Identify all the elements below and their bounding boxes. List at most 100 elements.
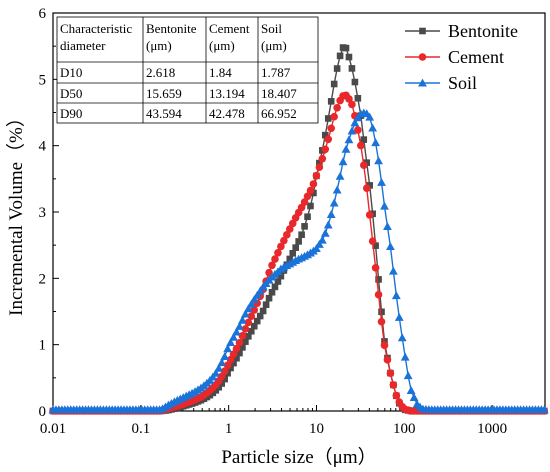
square-marker: [342, 44, 350, 52]
circle-marker: [288, 219, 297, 228]
triangle-marker: [252, 290, 262, 299]
square-marker: [298, 231, 305, 239]
square-marker: [245, 333, 252, 340]
circle-marker: [389, 381, 398, 389]
table-cell: 18.407: [261, 86, 297, 101]
triangle-marker: [226, 338, 235, 347]
square-marker: [286, 255, 294, 263]
triangle-marker: [341, 144, 351, 153]
square-marker: [262, 301, 270, 308]
y-tick-label: 0: [39, 404, 47, 420]
circle-marker: [362, 184, 371, 192]
triangle-marker: [217, 358, 227, 367]
circle-marker: [359, 161, 368, 169]
circle-marker: [354, 126, 362, 134]
circle-marker: [235, 338, 244, 347]
circle-marker: [324, 135, 333, 144]
circle-marker: [220, 367, 229, 375]
circle-marker: [365, 211, 374, 219]
y-axis-title: Incremental Volume（%）: [5, 108, 27, 316]
circle-marker: [321, 145, 330, 154]
square-marker: [218, 380, 226, 387]
circle-marker: [271, 255, 279, 263]
square-marker: [345, 53, 353, 61]
table-cell: D10: [60, 65, 82, 80]
y-tick-label: 5: [39, 72, 47, 88]
square-marker: [230, 359, 237, 367]
circle-marker: [241, 325, 250, 333]
triangle-marker: [383, 222, 392, 231]
triangle-marker: [223, 344, 233, 353]
triangle-marker: [312, 244, 321, 253]
circle-marker: [283, 231, 291, 239]
square-marker: [378, 308, 385, 316]
square-marker: [351, 78, 359, 86]
square-marker: [247, 327, 255, 335]
triangle-marker: [409, 393, 419, 402]
legend: Bentonite Cement Soil: [405, 21, 518, 93]
characteristic-diameter-table: Characteristic diameter Bentonite (μm) Cemen…: [56, 16, 319, 124]
square-marker: [271, 283, 279, 291]
triangle-marker: [229, 332, 238, 341]
circle-marker: [306, 186, 315, 195]
square-marker: [330, 80, 338, 88]
triangle-marker: [255, 286, 265, 295]
square-marker: [301, 223, 308, 230]
triangle-marker: [400, 352, 410, 361]
circle-marker: [223, 361, 232, 370]
triangle-marker: [317, 235, 327, 244]
circle-marker: [386, 369, 395, 378]
table-header-cell: Bentonite: [146, 21, 197, 36]
triangle-marker: [377, 177, 386, 186]
circle-marker: [357, 141, 365, 150]
triangle-marker: [368, 123, 378, 132]
table-cell: D50: [60, 86, 82, 101]
circle-marker: [377, 317, 386, 326]
series-soil: [48, 108, 549, 414]
circle-marker: [371, 264, 380, 272]
table-header-cell: (μm): [146, 38, 172, 53]
square-marker: [363, 159, 371, 166]
x-tick-label: 10: [309, 421, 324, 437]
triangle-marker: [326, 210, 336, 219]
square-marker: [259, 307, 267, 315]
triangle-marker: [388, 266, 398, 275]
x-tick-label: 1000: [477, 421, 507, 437]
table-cell: 15.659: [146, 86, 182, 101]
square-marker: [366, 182, 373, 189]
triangle-marker: [365, 112, 375, 121]
square-marker: [236, 349, 243, 357]
triangle-marker: [380, 201, 389, 210]
triangle-marker: [246, 299, 256, 308]
circle-marker: [327, 124, 336, 133]
square-marker: [242, 338, 249, 345]
square-marker: [292, 244, 299, 251]
circle-marker: [374, 290, 383, 299]
square-marker: [215, 383, 223, 391]
square-marker: [295, 238, 302, 245]
table-frame: [56, 16, 319, 124]
triangle-marker: [214, 363, 224, 372]
triangle-marker: [314, 239, 324, 248]
circle-marker: [345, 95, 353, 103]
y-tick-label: 6: [39, 6, 47, 22]
table-cell: D90: [60, 106, 82, 121]
circle-marker: [380, 341, 389, 350]
circle-marker: [300, 198, 309, 206]
legend-item-cement: Cement: [405, 47, 504, 67]
circle-marker: [368, 237, 377, 246]
circle-marker: [318, 154, 327, 163]
square-marker: [268, 288, 276, 296]
triangle-marker: [320, 228, 330, 237]
circle-marker: [309, 180, 318, 188]
square-marker: [336, 52, 344, 60]
circle-marker: [333, 103, 341, 112]
series-layer: [48, 44, 549, 415]
triangle-marker: [403, 371, 413, 380]
square-marker: [375, 276, 382, 283]
triangle-marker: [249, 295, 259, 304]
circle-marker: [392, 391, 401, 400]
table-cell: 2.618: [146, 65, 175, 80]
circle-marker: [238, 332, 247, 340]
circle-marker: [312, 171, 321, 180]
